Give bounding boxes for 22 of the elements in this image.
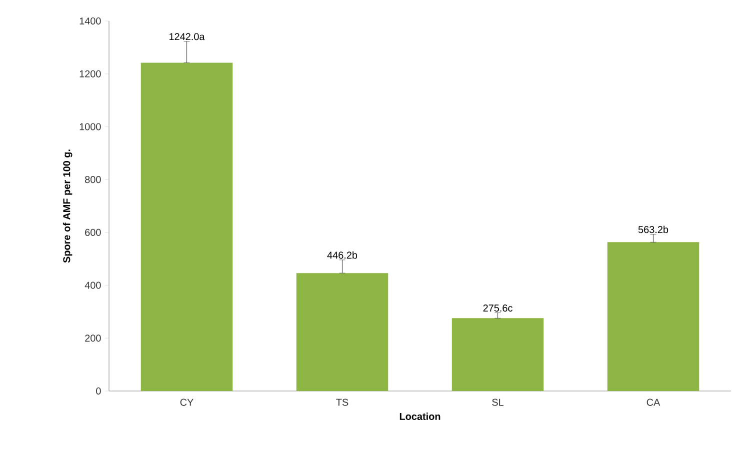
x-axis-title: Location — [400, 412, 440, 420]
y-tick-label: 200 — [85, 334, 101, 342]
data-label: 563.2b — [638, 226, 668, 234]
y-tick-label: 600 — [85, 228, 101, 236]
x-tick-label: CY — [180, 398, 194, 406]
x-tick-label: SL — [492, 398, 504, 406]
data-label: 275.6c — [483, 304, 512, 312]
y-axis-title: Spore of AMF per 100 g. — [62, 150, 72, 263]
bar — [296, 273, 388, 391]
x-tick-label: TS — [336, 398, 348, 406]
y-tick-label: 1000 — [80, 123, 101, 130]
bar — [452, 318, 544, 391]
y-tick-label: 1200 — [80, 70, 101, 78]
y-tick-label: 800 — [85, 176, 101, 184]
x-tick-label: CA — [646, 398, 660, 406]
bar — [140, 62, 233, 391]
data-label: 1242.0a — [170, 33, 205, 40]
y-tick-label: 400 — [84, 282, 101, 289]
y-tick-label: 1400 — [80, 17, 101, 25]
bar — [607, 242, 700, 391]
y-tick-label: 0 — [96, 387, 101, 395]
data-label: 446.2b — [327, 251, 358, 259]
